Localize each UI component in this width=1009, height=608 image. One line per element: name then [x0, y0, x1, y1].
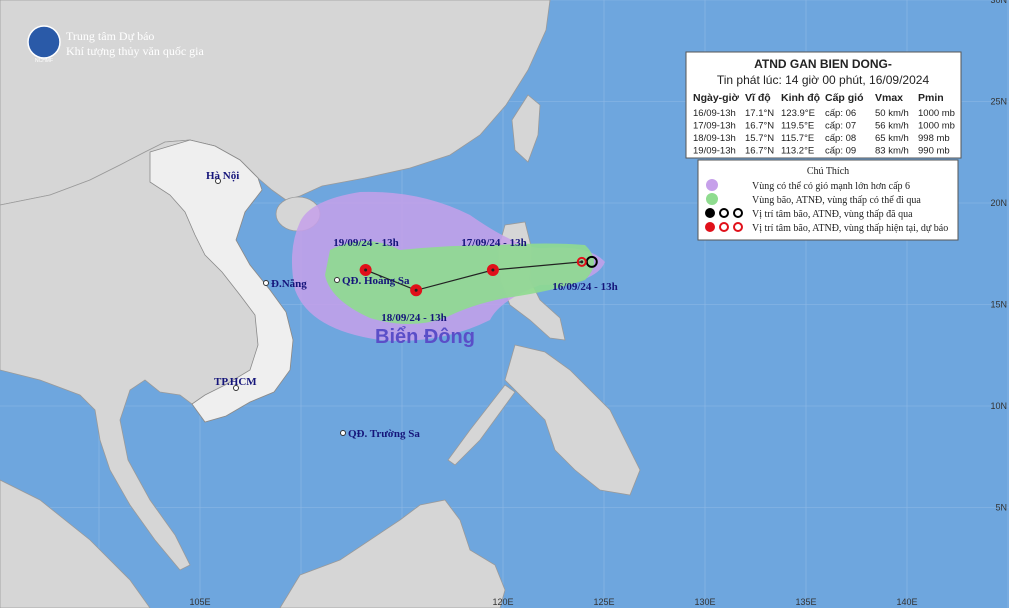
lat-label: 25N [990, 97, 1007, 107]
table-cell: cấp: 08 [825, 133, 856, 144]
lon-label: 135E [795, 597, 816, 607]
legend-icon [706, 179, 718, 191]
track-label: 19/09/24 - 13h [333, 237, 398, 249]
logo [27, 25, 61, 59]
info-title: ATND GAN BIEN DONG- [754, 57, 892, 71]
storm-zone [325, 241, 594, 324]
column-header: Kinh độ [781, 92, 820, 104]
table-cell: 990 mb [918, 146, 950, 157]
lon-label: 130E [694, 597, 715, 607]
storm-center [576, 256, 587, 267]
info-table: Ngày-giờ Vĩ độ Kinh độ Cấp gió Vmax Pmin 16/09… [693, 92, 955, 157]
table-cell: 15.7°N [745, 133, 774, 144]
table-cell: 17/09-13h [693, 121, 736, 132]
logo-text: NCHMF [35, 58, 53, 64]
storm-eye [414, 288, 418, 292]
table-cell: 1000 mb [918, 108, 955, 119]
table-cell: 50 km/h [875, 108, 909, 119]
map-labels: 16/09/24 - 13h 17/09/24 - 13h 18/09/24 - 1… [206, 170, 618, 440]
issued: Tin phát lúc: 14 giờ 00 phút, 16/09/2024 [717, 73, 930, 87]
table-cell: 83 km/h [875, 146, 909, 157]
column-header: Ngày-giờ [693, 92, 740, 104]
legend-items: Vùng có thể có gió mạnh lớn hơn cấp 6 Vùn… [752, 181, 948, 234]
place-dot [334, 277, 340, 283]
column-header: Vmax [875, 92, 903, 104]
table-cell: 65 km/h [875, 133, 909, 144]
place-label: QĐ. Hoàng Sa [342, 275, 410, 287]
place-label: QĐ. Trường Sa [348, 428, 420, 440]
legend-box [697, 159, 959, 241]
track-label: 17/09/24 - 13h [461, 237, 526, 249]
track-label: 18/09/24 - 13h [381, 312, 446, 324]
legend-item: Vùng bão, ATNĐ, vùng thấp có thể đi qua [752, 195, 921, 206]
legend-icon [705, 208, 743, 218]
table-cell: 16.7°N [745, 146, 774, 157]
table-cell: cấp: 07 [825, 121, 856, 132]
place-label: Đ.Nẵng [271, 278, 307, 290]
table-cell: 18/09-13h [693, 133, 736, 144]
lon-label: 125E [593, 597, 614, 607]
column-header: Pmin [918, 92, 944, 104]
storm-eye [580, 260, 584, 264]
lat-label: 20N [990, 198, 1007, 208]
lat-label: 30N [990, 0, 1007, 5]
table-cell: 16/09-13h [693, 108, 736, 119]
agency: Trung tâm Dự báo [66, 29, 154, 43]
legend-item: Vị trí tâm bão, ATNĐ, vùng thấp đã qua [752, 209, 913, 220]
table-cell: cấp: 06 [825, 108, 856, 119]
track [359, 255, 598, 297]
place-dot [215, 178, 221, 184]
track-line [365, 261, 582, 291]
agency: Khí tượng thủy văn quốc gia [66, 44, 205, 58]
table-cell: cấp: 09 [825, 146, 856, 157]
table-cell: 119.5°E [781, 121, 814, 132]
lon-label: 105E [189, 597, 210, 607]
table-cell: 115.7°E [781, 133, 814, 144]
table-cell: 56 km/h [875, 121, 909, 132]
table-cell: 113.2°E [781, 146, 814, 157]
legend-icon [705, 222, 743, 232]
table-cell: 1000 mb [918, 121, 955, 132]
borneo [279, 499, 506, 608]
table-cell: 998 mb [918, 133, 950, 144]
place-dot [340, 430, 346, 436]
palawan [447, 384, 516, 466]
legend-item: Vùng có thể có gió mạnh lớn hơn cấp 6 [752, 181, 910, 192]
table-cell: 123.9°E [781, 108, 815, 119]
track-label: 16/09/24 - 13h [552, 281, 617, 293]
storm-eye [364, 268, 368, 272]
visayas-mindanao [504, 344, 641, 496]
info-box [685, 51, 962, 159]
place-dot [233, 385, 239, 391]
place-label: Hà Nội [206, 170, 239, 182]
column-header: Vĩ độ [745, 92, 771, 104]
sumatra [0, 479, 151, 608]
legend-title: Chú Thích [807, 166, 849, 177]
legend-icon [706, 193, 718, 205]
lat-label: 10N [990, 401, 1007, 411]
vietnam [149, 139, 294, 423]
lon-label: 120E [492, 597, 513, 607]
sea-label: Biển Đông [375, 326, 475, 348]
table-cell: 17.1°N [745, 108, 774, 119]
table-cell: 19/09-13h [693, 146, 736, 157]
place-label: TP.HCM [214, 376, 257, 388]
taiwan [511, 94, 541, 163]
table-cell: 16.7°N [745, 121, 774, 132]
lat-label: 5N [995, 503, 1007, 513]
lat-label: 15N [990, 300, 1007, 310]
column-header: Cấp gió [825, 92, 864, 104]
storm-eye [491, 268, 495, 272]
lon-label: 140E [896, 597, 917, 607]
place-dot [263, 280, 269, 286]
legend-item: Vị trí tâm bão, ATNĐ, vùng thấp hiện tại… [752, 223, 948, 234]
